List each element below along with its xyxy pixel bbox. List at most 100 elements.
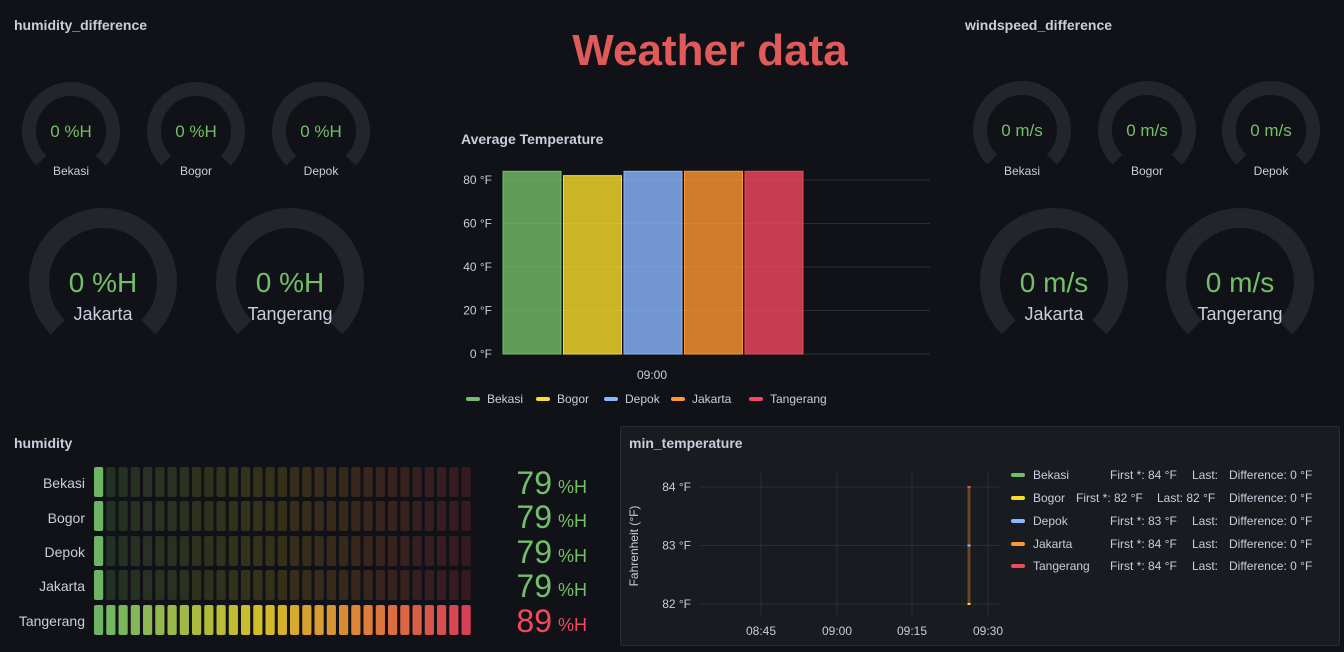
humidity-cell [314,570,324,600]
windspeed-gauge-value: 0 m/s [1126,121,1168,140]
legend-difference: Difference: 0 °F [1229,514,1312,528]
humidity-cell [94,570,104,600]
humidity-cell [363,501,373,531]
humidity-gauge-value: 0 %H [256,267,324,298]
legend-swatch [1011,473,1025,477]
humidity-unit: %H [558,615,588,635]
humidity-cell [228,501,238,531]
x-tick-label: 09:00 [637,368,667,382]
humidity-cell [302,605,312,635]
humidity-gauge-label: Jakarta [73,304,133,324]
humidity-cell [216,605,226,635]
humidity-cell [437,570,447,600]
humidity-cell [277,467,287,497]
humidity-cell [400,536,410,566]
humidity-cell [155,536,165,566]
humidity-value: 79 [516,465,552,501]
humidity-cell [155,605,165,635]
x-tick-label: 09:30 [973,624,1003,638]
humidity-cell [130,467,140,497]
humidity-cell [192,536,202,566]
humidity-cell [351,605,361,635]
humidity-cell [130,501,140,531]
humidity-row-label: Bekasi [42,475,85,491]
y-axis-label: Fahrenheit (°F) [627,506,641,587]
legend-last: Last: [1192,537,1218,551]
windspeed-gauge-value: 0 m/s [1001,121,1043,140]
legend-swatch [749,397,763,401]
humidity-title[interactable]: humidity [14,435,73,451]
legend-difference: Difference: 0 °F [1229,468,1312,482]
y-tick-label: 60 °F [463,217,492,231]
humidity-cell [192,570,202,600]
data-point-bogor [967,603,971,605]
windspeed-difference-title[interactable]: windspeed_difference [965,17,1113,33]
y-tick-label: 84 °F [662,480,691,494]
humidity-value: 79 [516,568,552,604]
humidity-cell [228,570,238,600]
humidity-cell [326,501,336,531]
min-temperature-title[interactable]: min_temperature [629,435,743,451]
windspeed-gauge-label: Bekasi [1004,164,1040,178]
humidity-cell [241,605,251,635]
y-tick-label: 82 °F [662,597,691,611]
humidity-gauge-arc [147,82,245,166]
humidity-unit: %H [558,477,588,497]
humidity-cell [461,570,471,600]
humidity-cell [461,605,471,635]
humidity-difference-title[interactable]: humidity_difference [14,17,148,33]
average-temperature-title[interactable]: Average Temperature [461,131,604,147]
humidity-cell [400,501,410,531]
bar-tangerang [744,170,804,355]
legend-item-jakarta: Jakarta [692,392,732,406]
humidity-cell [253,536,263,566]
humidity-cell [400,605,410,635]
legend-item-bogor: Bogor [557,392,589,406]
humidity-gauge-arc [29,208,177,335]
humidity-cell [461,467,471,497]
humidity-cell [179,605,189,635]
humidity-cell [253,501,263,531]
humidity-cell [192,605,202,635]
humidity-cell [241,501,251,531]
humidity-cell [424,501,434,531]
humidity-cell [437,605,447,635]
humidity-cell [179,536,189,566]
humidity-cell [326,467,336,497]
legend-difference: Difference: 0 °F [1229,537,1312,551]
humidity-unit: %H [558,580,588,600]
humidity-cell [130,570,140,600]
legend-item-bekasi: Bekasi [1033,468,1069,482]
windspeed-gauge-arc [1166,208,1314,335]
humidity-cell [412,605,422,635]
humidity-cell [302,570,312,600]
x-tick-label: 09:15 [897,624,927,638]
humidity-cell [130,536,140,566]
humidity-row-label: Bogor [47,510,85,526]
legend-item-jakarta: Jakarta [1033,537,1073,551]
windspeed-gauge-label: Jakarta [1024,304,1084,324]
humidity-gauge-arc [216,208,364,335]
humidity-cell [290,501,300,531]
y-tick-label: 40 °F [463,260,492,274]
humidity-cell [290,570,300,600]
humidity-cell [192,467,202,497]
legend-item-bekasi: Bekasi [487,392,523,406]
humidity-cell [94,605,104,635]
humidity-cell [265,467,275,497]
humidity-cell [449,536,459,566]
bar-bekasi [502,170,562,355]
humidity-cell [302,501,312,531]
humidity-cell [143,605,153,635]
humidity-cell [277,536,287,566]
humidity-cell [449,501,459,531]
legend-swatch [604,397,618,401]
bar-jakarta [684,170,743,355]
humidity-cell [253,605,263,635]
humidity-cell [143,570,153,600]
humidity-gauge-value: 0 %H [175,122,217,141]
windspeed-gauge-value: 0 m/s [1206,267,1274,298]
humidity-cell [265,605,275,635]
humidity-gauge-label: Bogor [180,164,212,178]
humidity-cell [388,501,398,531]
